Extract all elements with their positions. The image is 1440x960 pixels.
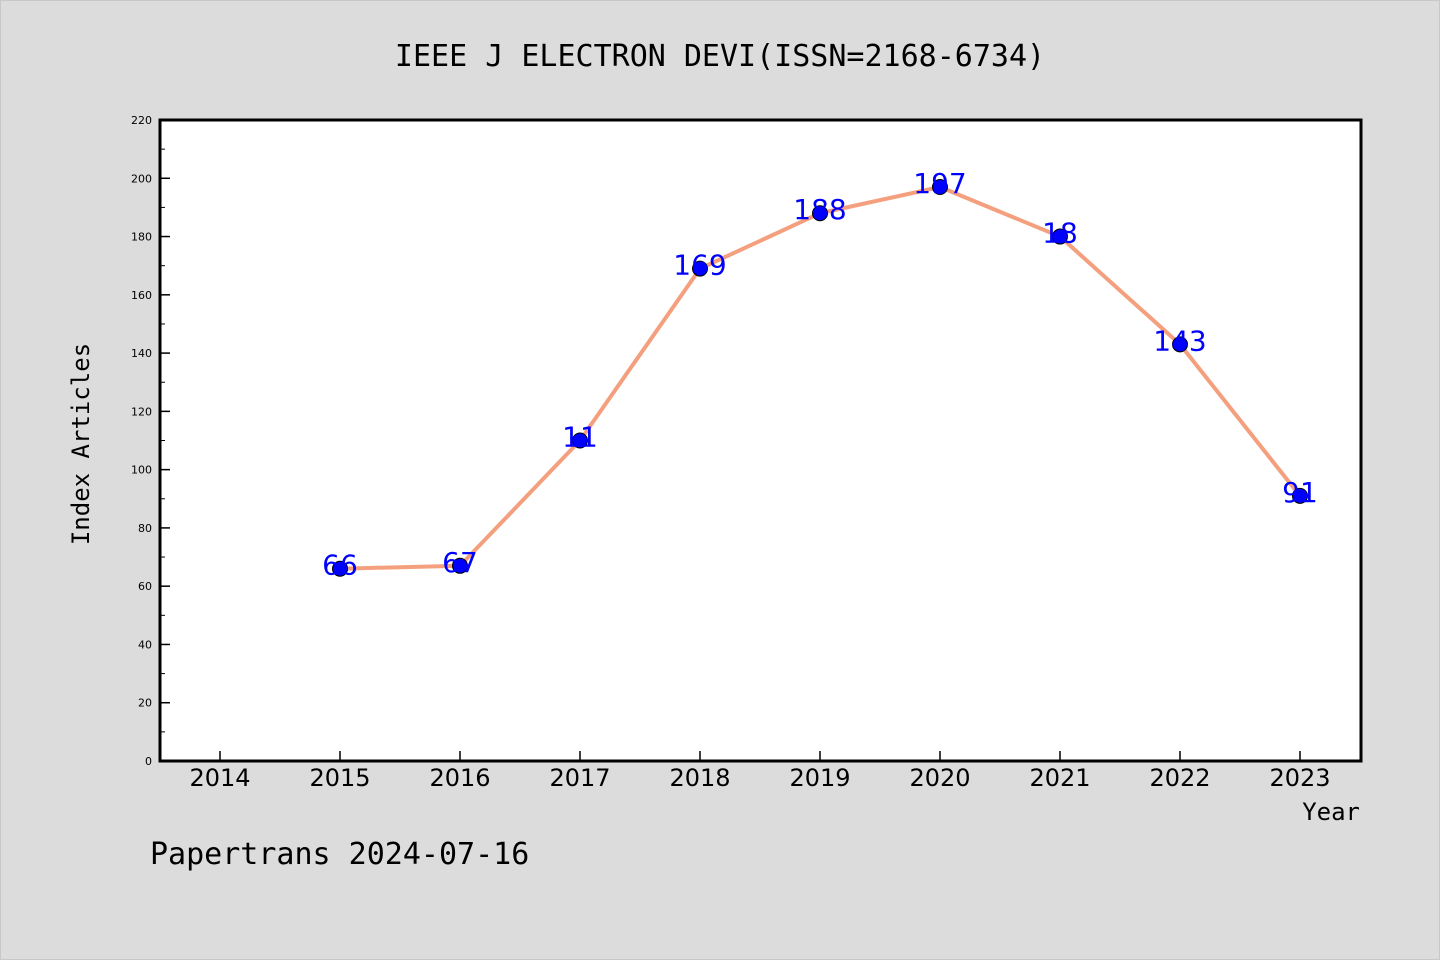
data-label: 18 [1042, 217, 1078, 250]
x-axis-label: Year [1302, 798, 1360, 826]
x-tick-label: 2017 [549, 764, 610, 792]
chart-title: IEEE J ELECTRON DEVI(ISSN=2168-6734) [395, 39, 1045, 74]
data-point [452, 557, 468, 574]
y-axis: 0 20 40 60 80 100 120 140 160 180 200 220 [131, 114, 170, 768]
data-point [332, 560, 348, 577]
x-tick-label: 2014 [189, 764, 250, 792]
data-label: 66 [322, 549, 358, 582]
y-tick-label: 40 [138, 638, 152, 651]
data-label: 188 [793, 193, 846, 226]
plot-area [158, 118, 1363, 763]
data-labels: 66 67 11 169 188 197 18 143 91 [322, 167, 1318, 582]
x-tick-label: 2020 [909, 764, 970, 792]
data-point [572, 432, 588, 449]
x-tick-label: 2019 [789, 764, 850, 792]
data-point [932, 179, 948, 196]
data-point [692, 260, 708, 277]
y-tick-label: 140 [131, 347, 152, 360]
x-tick-label: 2018 [669, 764, 730, 792]
data-point [1172, 336, 1188, 353]
x-tick-label: 2016 [429, 764, 490, 792]
y-tick-label: 100 [131, 464, 152, 477]
x-tick-label: 2023 [1269, 764, 1330, 792]
y-axis-label: Index Articles [67, 343, 95, 545]
y-tick-label: 220 [131, 114, 152, 127]
series-markers [332, 179, 1308, 577]
y-tick-label: 0 [145, 755, 152, 768]
data-label: 197 [913, 167, 966, 200]
y-tick-label: 180 [131, 231, 152, 244]
data-point [812, 205, 828, 222]
y-tick-label: 160 [131, 289, 152, 302]
x-tick-label: 2021 [1029, 764, 1090, 792]
x-tick-label: 2015 [309, 764, 370, 792]
footer-text: Papertrans 2024-07-16 [150, 837, 529, 872]
data-label: 67 [442, 546, 478, 579]
x-axis: 2014 2015 2016 2017 2018 2019 2020 2021 2022 2023 [189, 751, 1331, 792]
data-label: 143 [1153, 324, 1206, 357]
y-tick-label: 20 [138, 697, 152, 710]
y-tick-label: 120 [131, 405, 152, 418]
data-point [1052, 228, 1068, 245]
data-label: 169 [673, 249, 726, 282]
x-tick-label: 2022 [1149, 764, 1210, 792]
data-point [1292, 487, 1308, 504]
data-label: 11 [562, 421, 598, 454]
data-label: 91 [1282, 476, 1318, 509]
y-tick-label: 200 [131, 172, 152, 185]
y-tick-label: 60 [138, 580, 152, 593]
y-tick-label: 80 [138, 522, 152, 535]
